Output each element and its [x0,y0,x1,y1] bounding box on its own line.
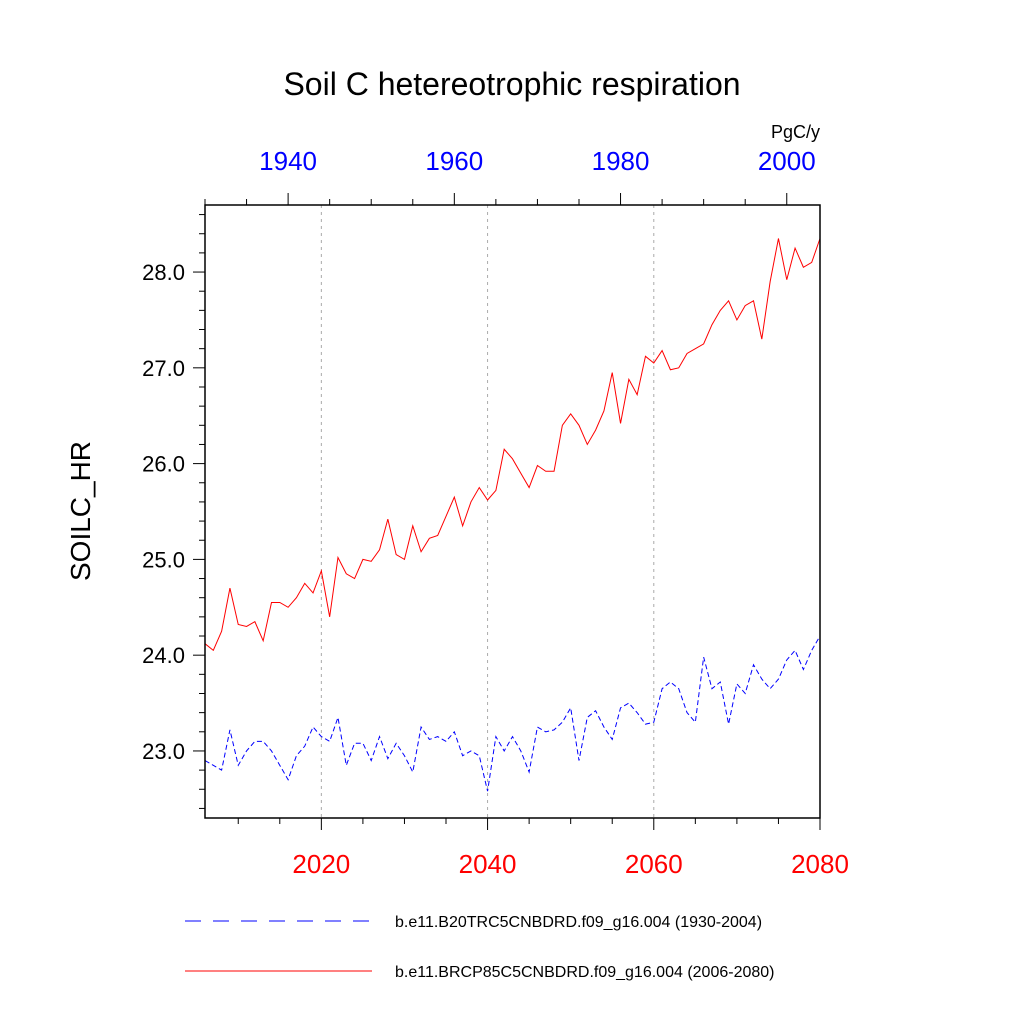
legend-label-blue: b.e11.B20TRC5CNBDRD.f09_g16.004 (1930-20… [395,914,762,931]
tick-marks [193,193,821,830]
y-tick-label: 25.0 [142,547,185,572]
x-bottom-tick-label: 2040 [459,849,517,879]
legend-label-red: b.e11.BRCP85C5CNBDRD.f09_g16.004 (2006-2… [395,964,774,981]
x-bottom-tick-label: 2080 [791,849,849,879]
x-top-tick-label: 1940 [259,146,317,176]
x-top-tick-label: 1980 [592,146,650,176]
x-top-tick-label: 2000 [758,146,816,176]
units-label: PgC/y [771,122,820,142]
series-line-historical [204,635,821,792]
tick-labels: 2020 2040 2060 2080 1940 1960 1980 2000 23.0 24.0… [142,146,849,879]
y-tick-label: 24.0 [142,643,185,668]
y-axis-label: SOILC_HR [65,441,96,581]
legend: b.e11.B20TRC5CNBDRD.f09_g16.004 (1930-20… [185,914,774,981]
y-tick-label: 28.0 [142,260,185,285]
chart-title: Soil C hetereotrophic respiration [283,66,740,102]
series-lines [204,238,821,792]
y-tick-label: 26.0 [142,452,185,477]
x-bottom-tick-label: 2020 [292,849,350,879]
x-top-tick-label: 1960 [425,146,483,176]
series-line-rcp85 [204,238,821,652]
y-tick-label: 27.0 [142,356,185,381]
y-tick-label: 23.0 [142,739,185,764]
x-bottom-tick-label: 2060 [625,849,683,879]
plot-frame [204,204,821,819]
